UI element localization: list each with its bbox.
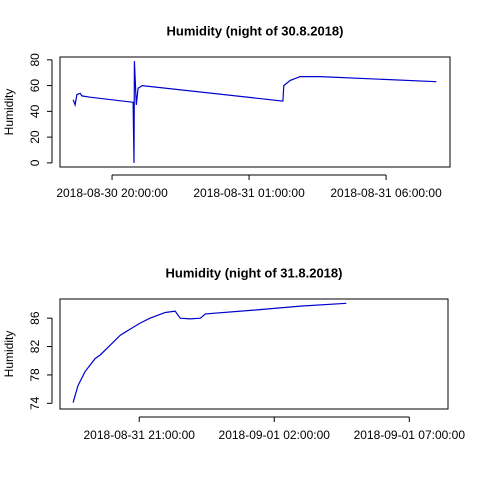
plot-box xyxy=(59,298,449,410)
y-tick-label: 86 xyxy=(28,311,42,325)
y-axis-label: Humidity xyxy=(2,331,16,378)
chart-panel: Humidity (night of 30.8.2018) Humidity 0 20… xyxy=(2,23,451,200)
x-tick-label: 2018-08-31 01:00:00 xyxy=(193,186,305,200)
y-axis-label: Humidity xyxy=(2,89,16,136)
chart-title: Humidity (night of 31.8.2018) xyxy=(166,265,343,280)
y-tick-label: 20 xyxy=(28,130,42,144)
x-tick-label: 2018-09-01 02:00:00 xyxy=(219,428,331,442)
x-tick-label: 2018-08-31 21:00:00 xyxy=(84,428,196,442)
plot-box xyxy=(59,56,451,168)
y-tick-label: 78 xyxy=(28,368,42,382)
x-tick-label: 2018-08-31 06:00:00 xyxy=(330,186,442,200)
y-tick-label: 0 xyxy=(28,159,42,166)
y-tick-label: 80 xyxy=(28,53,42,67)
x-tick-label: 2018-08-30 20:00:00 xyxy=(56,186,168,200)
chart-title: Humidity (night of 30.8.2018) xyxy=(167,23,344,38)
y-tick-label: 60 xyxy=(28,79,42,93)
y-tick-label: 74 xyxy=(28,396,42,410)
data-line xyxy=(72,302,347,403)
y-tick-label: 40 xyxy=(28,104,42,118)
data-line xyxy=(72,61,437,163)
y-tick-label: 82 xyxy=(28,340,42,354)
chart-panel: Humidity (night of 31.8.2018) Humidity 74 7… xyxy=(2,265,465,442)
x-tick-label: 2018-09-01 07:00:00 xyxy=(354,428,466,442)
